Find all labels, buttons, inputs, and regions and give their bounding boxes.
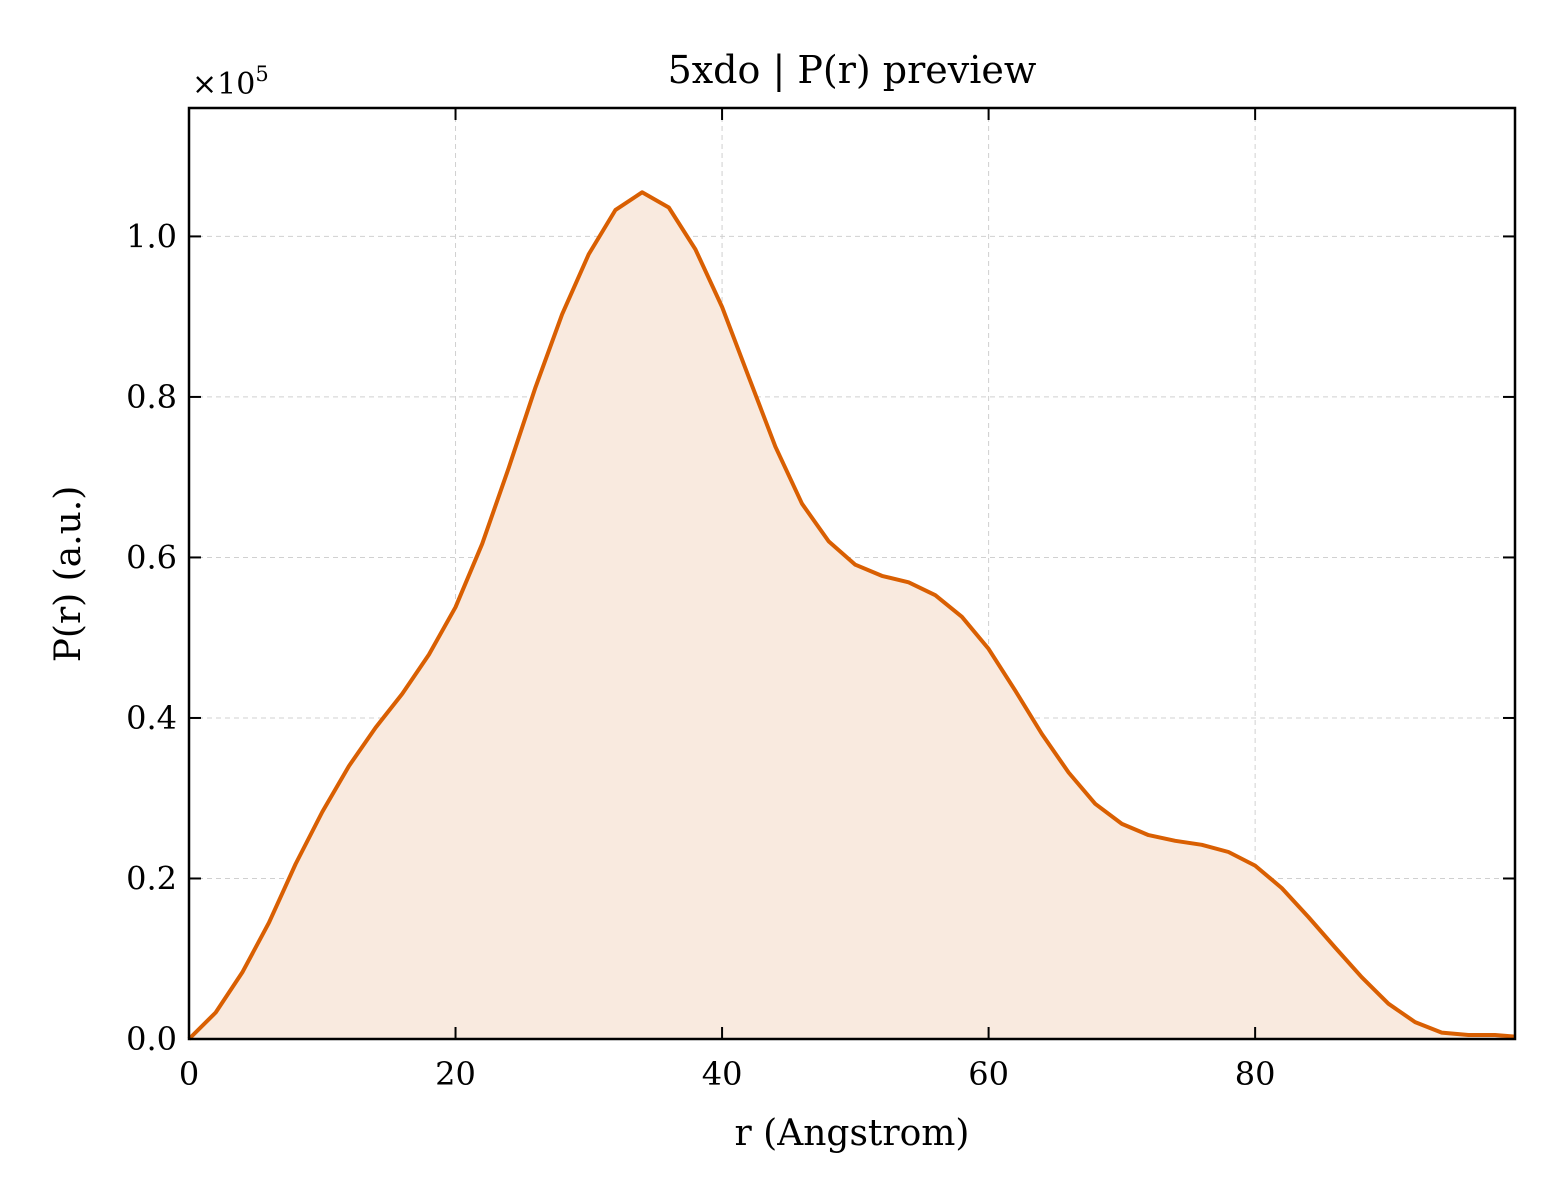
- y-tick-label: 0.8: [126, 378, 177, 416]
- y-axis-label: P(r) (a.u.): [48, 486, 89, 663]
- x-tick-label: 80: [1235, 1055, 1276, 1093]
- plot-frame: [187, 106, 1517, 1041]
- y-tick-label: 0.2: [126, 859, 177, 897]
- y-multiplier-exponent: 5: [255, 62, 268, 86]
- y-multiplier-base: ×10: [192, 67, 255, 102]
- x-axis-label: r (Angstrom): [735, 1113, 970, 1154]
- tick-layer: 0 20 40 60 80 0.0 0.2 0.4 0.6 0.8 1.0: [126, 108, 1515, 1093]
- x-tick-label: 60: [968, 1055, 1009, 1093]
- x-tick-label: 0: [179, 1055, 199, 1093]
- x-tick-label: 40: [702, 1055, 743, 1093]
- y-tick-label: 0.4: [126, 699, 177, 737]
- y-tick-label: 1.0: [126, 217, 177, 255]
- pr-area-fill: [189, 192, 1515, 1040]
- pr-series-line: [187, 190, 1516, 1041]
- y-multiplier: ×105: [192, 62, 269, 102]
- y-tick-label: 0.0: [126, 1020, 177, 1058]
- chart-title: 5xdo | P(r) preview: [668, 48, 1037, 92]
- y-tick-label: 0.6: [126, 538, 177, 576]
- x-tick-label: 20: [435, 1055, 476, 1093]
